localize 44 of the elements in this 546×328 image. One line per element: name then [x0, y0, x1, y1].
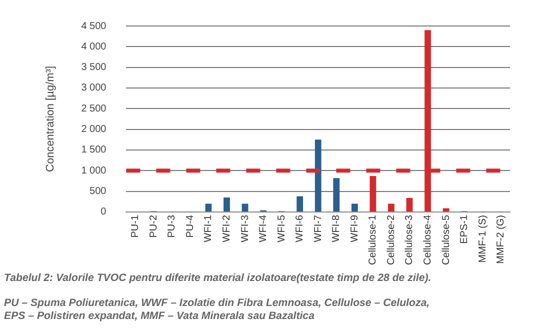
bar [314, 140, 322, 212]
y-tick-label: 500 [90, 186, 107, 198]
x-tick-label: WFI-1 [203, 214, 214, 242]
x-tick-label: Cellulose-3 [404, 214, 416, 266]
x-tick-label: WFI-8 [331, 214, 342, 242]
y-axis-title: Concentration [µg/m³] [44, 66, 57, 172]
x-tick-label: WFI-6 [294, 214, 306, 242]
y-tick-label: 0 [100, 206, 107, 218]
x-tick-label: PU-1 [130, 214, 142, 238]
bar [370, 176, 376, 212]
bar [333, 178, 340, 212]
x-tick-label: Cellulose-2 [386, 214, 397, 266]
bar [388, 204, 394, 212]
bar [205, 204, 212, 212]
text: PU – Spuma Poliuretanica, WWF – Izolatie din Fibra Lemnoasa, Cellulose – Celuloza, EPS – Polistiren expandat, MMF – Vata Minerala sau Bazaltica [4, 297, 430, 323]
y-tick-label: 2 000 [81, 124, 107, 136]
y-tick-label: 3 000 [81, 82, 107, 94]
x-tick-label: WFI-5 [276, 214, 288, 242]
x-tick-label: Cellulose-1 [368, 214, 379, 266]
y-tick-label: 2 500 [81, 103, 107, 114]
x-tick-label: WFI-7 [312, 214, 324, 242]
x-tick-label: WFI-3 [240, 214, 251, 242]
y-tick-label: 4 500 [81, 20, 107, 32]
bar [242, 204, 248, 212]
x-tick-label: MMF-2 (G) [496, 214, 507, 264]
x-tick-label: MMF-1 (S) [477, 214, 488, 263]
x-tick-label: WFI-4 [258, 214, 270, 242]
y-tick-label: 1 000 [81, 165, 107, 176]
x-tick-label: Cellulose-4 [422, 214, 434, 266]
x-tick-label: PU-2 [148, 214, 160, 238]
x-tick-label: WFI-2 [221, 214, 232, 242]
x-tick-label: WFI-9 [349, 214, 360, 242]
y-tick-label: 4 000 [81, 41, 107, 52]
x-tick-label: PU-3 [166, 214, 178, 238]
bar [224, 198, 230, 212]
x-tick-label: EPS-1 [459, 214, 470, 244]
y-tick-label: 3 500 [81, 62, 107, 74]
x-tick-label: Cellulose-5 [440, 214, 452, 266]
bar [296, 196, 304, 212]
y-tick-label: 1 500 [81, 144, 107, 156]
x-tick-label: PU-4 [184, 214, 196, 238]
text: Tabelul 2: Valorile TVOC pentru diferite material izolatoare(testate timp de 28 de zile). [4, 272, 432, 285]
bar [351, 204, 358, 212]
bar [406, 198, 413, 212]
